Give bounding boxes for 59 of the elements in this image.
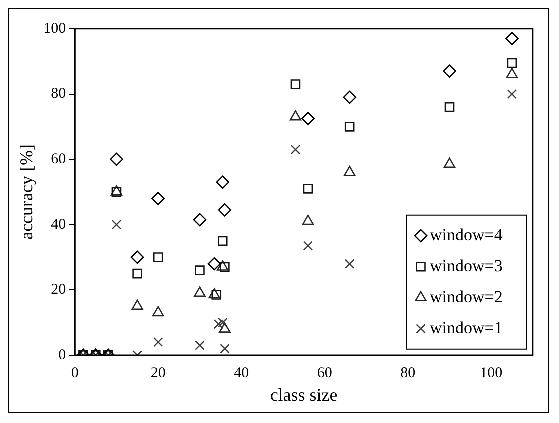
point [218,236,228,246]
point [220,344,230,354]
y-tick-label: 80 [51,86,66,102]
point [132,300,144,310]
point [216,176,230,190]
point [214,320,224,330]
x-tick-label: 20 [150,365,166,382]
point [152,192,166,206]
point [303,184,314,194]
y-tick-label: 0 [58,347,66,364]
x-tick-label: 60 [317,365,332,382]
point [194,286,206,298]
point [130,250,144,264]
point [152,306,164,317]
y-axis-title: accuracy [%] [16,144,37,240]
point [217,260,229,271]
point [195,266,205,276]
point [110,152,124,166]
point [444,158,456,168]
point [303,241,314,251]
point [153,337,164,348]
y-tick-label: 40 [51,216,66,233]
point [290,80,301,90]
point [219,322,231,333]
point [302,214,314,226]
point [195,340,205,350]
point [212,290,222,300]
x-tick-label: 0 [71,365,79,382]
y-tick-label: 20 [51,282,66,298]
point [302,112,315,126]
legend-label: window=1 [430,318,503,338]
legend-label: window=4 [430,225,504,244]
point [193,213,207,227]
x-tick-label: 100 [480,365,503,382]
point [218,318,228,328]
point [344,166,356,176]
point [208,257,222,271]
point [507,89,518,100]
point [153,252,164,262]
point [344,259,355,269]
x-tick-label: 80 [400,365,416,382]
point [507,58,518,68]
point [343,90,356,104]
point [506,32,519,46]
point [112,220,122,230]
y-tick-label: 100 [44,20,66,37]
point [344,122,355,132]
point [220,262,230,272]
point [443,64,456,78]
x-tick-label: 40 [234,365,250,382]
legend-label: window=3 [430,256,503,276]
legend-label: window=2 [430,287,503,306]
point [218,204,232,217]
y-tick-label: 60 [51,151,66,168]
point [132,268,142,279]
point [208,288,220,299]
x-axis-title: class size [270,384,338,405]
point [444,102,455,112]
point [290,144,301,155]
